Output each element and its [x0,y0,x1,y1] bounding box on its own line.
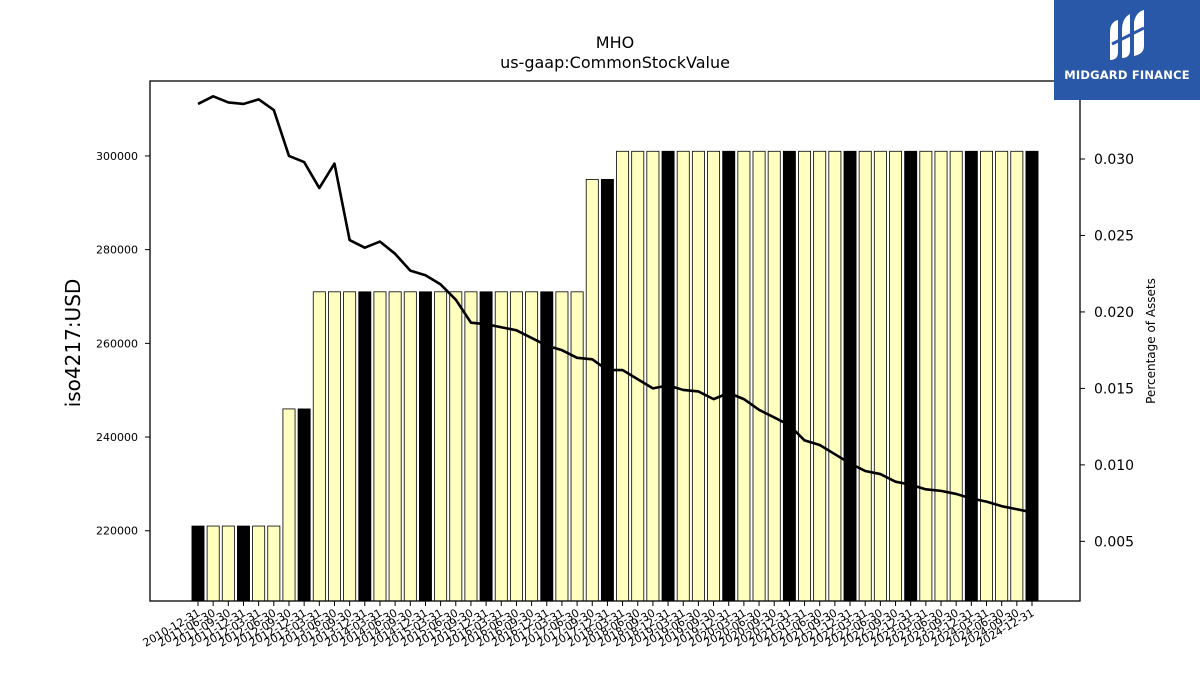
y-tick-label: 240000 [96,431,138,444]
y-tick-label-right: 0.020 [1094,305,1134,321]
bar [934,150,948,602]
bar [464,291,478,602]
bar [691,150,705,602]
bar [494,291,508,602]
bar [191,525,205,602]
y-tick-label: 280000 [96,244,138,257]
bar [964,150,978,602]
bar [252,525,266,602]
bar [813,150,827,602]
bar [873,150,887,602]
bar [388,291,402,602]
bar [919,150,933,602]
bar [312,291,326,602]
bar [616,150,630,602]
y-axis-label: iso4217:USD [61,279,85,408]
bar [267,525,281,602]
bar [373,291,387,602]
bar [782,150,796,602]
bar [403,291,417,602]
bar [343,291,357,602]
midgard-logo-icon [1110,10,1145,60]
y-axis-left: 220000 240000 260000 280000 300000 [96,150,150,538]
bar [449,291,463,602]
bar [237,525,250,602]
bar [282,408,296,602]
bar [328,291,341,602]
bar [297,408,311,602]
y-tick-label-right: 0.030 [1094,152,1134,168]
bar [434,291,448,602]
midgard-finance-logo: MIDGARD FINANCE [1054,0,1200,100]
bar [661,150,675,602]
bar [722,150,736,602]
y-tick-label-right: 0.015 [1094,381,1134,397]
y-tick-label: 300000 [96,150,138,163]
bar [600,178,614,602]
series-line [197,94,1033,514]
chart-subtitle: us-gaap:CommonStockValue [500,53,730,72]
bar [676,150,690,602]
y-tick-label: 260000 [96,337,138,350]
bar [646,150,660,602]
bar [509,291,523,602]
y-tick-label-right: 0.005 [1094,534,1134,550]
bar [767,150,781,602]
y-tick-label-right: 0.025 [1094,228,1134,244]
bar [479,291,493,602]
plot-frame [149,80,1081,602]
bar [1010,150,1024,602]
y-tick-label-right: 0.010 [1094,458,1134,474]
bar [980,150,993,602]
bar [540,291,554,602]
logo-text: MIDGARD FINANCE [1064,68,1190,82]
bar [418,291,432,602]
bar [949,150,963,602]
bar [843,150,857,602]
bar [798,150,812,602]
y-axis-right: 0.005 0.010 0.015 0.020 0.025 0.030 [1080,152,1134,550]
bar [206,525,220,602]
bar [904,150,918,602]
bar [707,150,721,602]
bar [570,291,584,602]
bar [752,150,766,602]
y-tick-label: 220000 [96,525,138,538]
bar [889,150,902,602]
bar [221,525,235,602]
x-axis: 2010-12-312011-06-302011-09-302011-12-31… [141,601,1037,650]
bar [1025,150,1039,602]
bar [858,150,872,602]
bar-group [191,150,1039,602]
chart-title: MHO [596,33,634,52]
bar [828,150,842,602]
bar [358,291,372,602]
bar [555,291,569,602]
y-axis-label-right: Percentage of Assets [1144,278,1158,404]
bar [737,150,751,602]
bar [995,150,1009,602]
bar [585,178,599,602]
line-group [197,94,1033,514]
